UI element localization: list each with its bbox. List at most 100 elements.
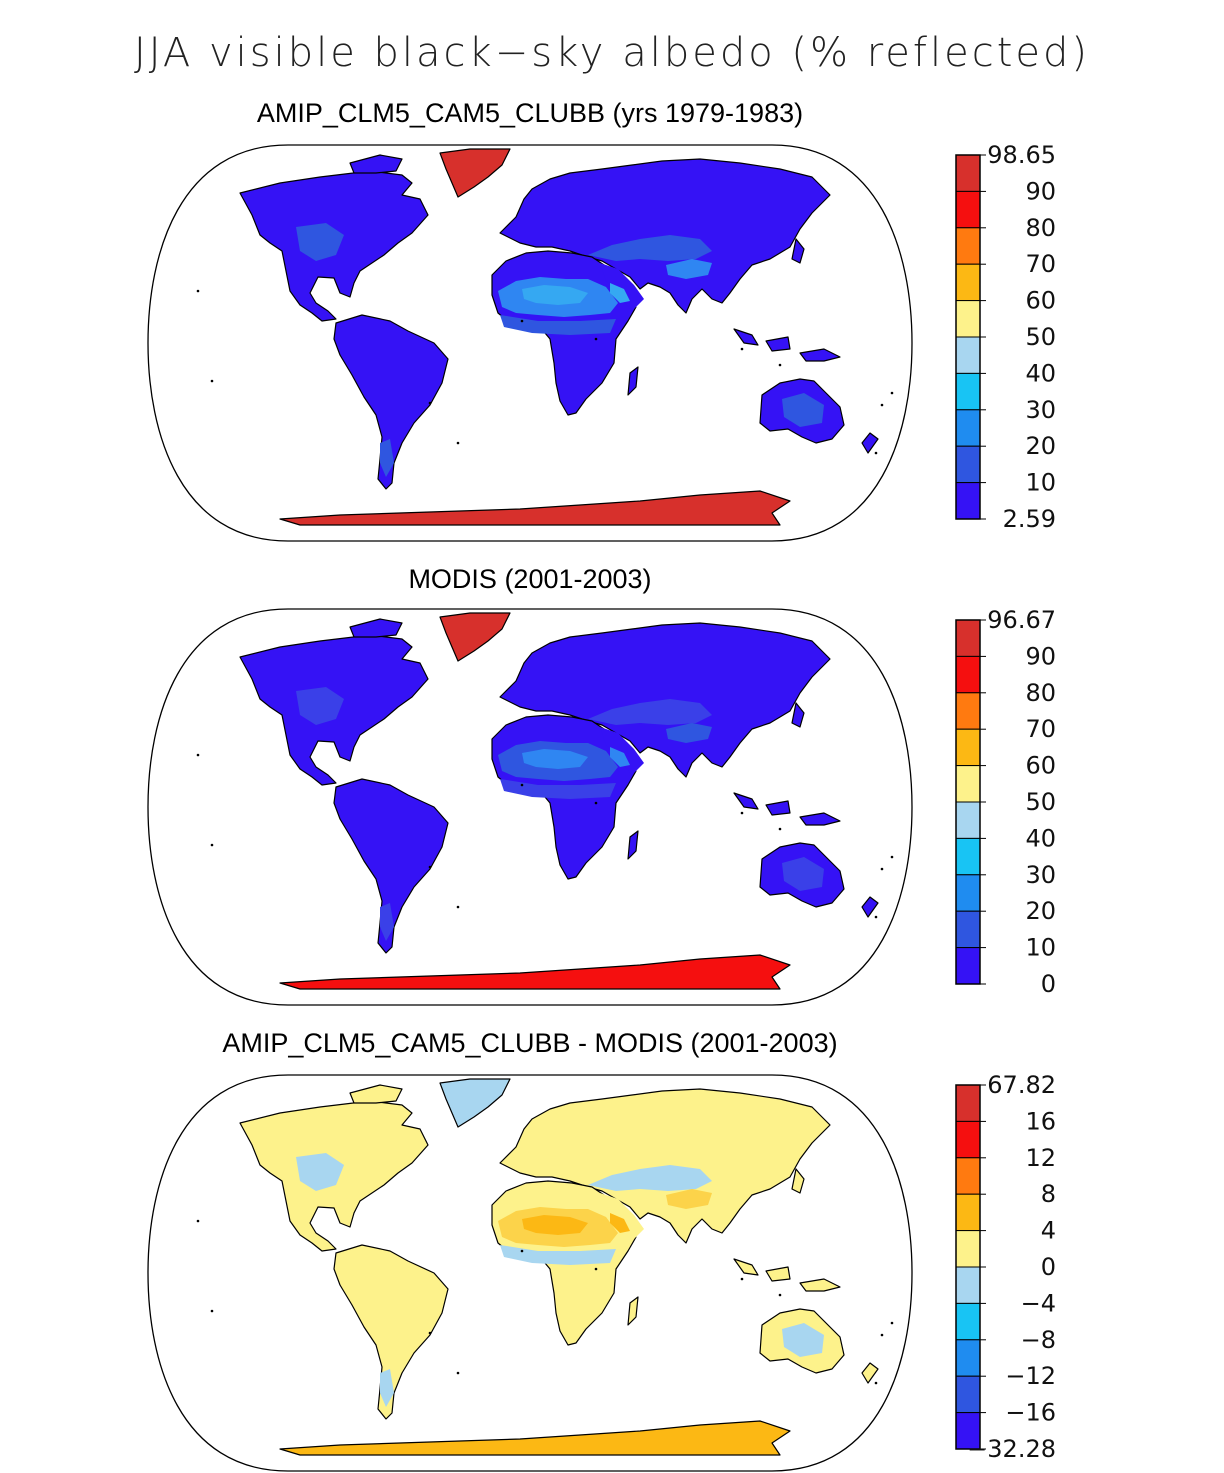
- land-layer: [239, 612, 879, 990]
- colorbar-tick-label: 20: [1025, 897, 1056, 925]
- colorbar-tick-label: 0: [1041, 970, 1056, 998]
- tibetan-plateau-region-fill: [666, 723, 712, 743]
- colorbar-panel-2: 96.67 90 80 70 60 50 40 30 20 10 0: [955, 606, 1056, 998]
- patagonia-region-fill: [380, 439, 394, 477]
- colorbar-tick-label: 60: [1025, 287, 1056, 315]
- antarctica-fill: [279, 1420, 791, 1456]
- colorbar-tick-label: 16: [1025, 1107, 1056, 1135]
- great-plains-region-fill: [296, 687, 344, 725]
- coastline-mark: [778, 827, 782, 831]
- new-zealand-fill: [861, 432, 879, 454]
- new-guinea-fill: [799, 1278, 841, 1292]
- coastline-mark: [428, 1331, 432, 1335]
- coastline-mark: [456, 441, 460, 445]
- canadian-arctic-islands-fill: [349, 1084, 403, 1104]
- coastline-mark: [890, 391, 894, 395]
- land-layer: [239, 1078, 879, 1456]
- colorbar-tick-label: 90: [1025, 642, 1056, 670]
- colorbar-swatch: [955, 154, 981, 192]
- colorbar-swatch: [955, 1230, 981, 1268]
- colorbar-tick-label: 10: [1025, 469, 1056, 497]
- colorbar-tick-label: 80: [1025, 679, 1056, 707]
- colorbar-swatch: [955, 336, 981, 374]
- central-asia-region-fill: [588, 1165, 712, 1191]
- colorbar-tick-label: 0: [1041, 1253, 1056, 1281]
- colorbar-swatch: [955, 409, 981, 447]
- colorbar-panel-1: 98.65 90 80 70 60 50 40 30 20 10 2.59: [955, 141, 1056, 533]
- arabian-desert-region-fill: [610, 747, 630, 767]
- sahara-core-region-fill: [522, 1215, 588, 1235]
- colorbar-swatch: [955, 263, 981, 302]
- colorbar-tick-label: 10: [1025, 934, 1056, 962]
- coastline-mark: [428, 401, 432, 405]
- colorbar-tick-label: 50: [1025, 788, 1056, 816]
- map-panel-1: [147, 144, 913, 542]
- borneo-fill: [765, 1266, 791, 1282]
- colorbar-swatch: [955, 1193, 981, 1232]
- madagascar-fill: [627, 830, 639, 860]
- antarctica-fill: [279, 490, 791, 526]
- colorbar-swatch: [955, 300, 981, 338]
- colorbar-swatch: [955, 1120, 981, 1159]
- colorbar-swatch: [955, 728, 981, 767]
- australian-interior-region-fill: [782, 857, 824, 891]
- colorbar-tick-label: 2.59: [1003, 505, 1056, 533]
- map-panel-2: [147, 608, 913, 1006]
- colorbar-panel-3: 67.82 16 12 8 4 0 −4 −8 −12 −16 −32.28: [955, 1071, 1056, 1463]
- colorbar-tick-label: 40: [1025, 824, 1056, 852]
- coastline-mark: [594, 801, 598, 805]
- australian-interior-region-fill: [782, 393, 824, 427]
- panel-3-title: AMIP_CLM5_CAM5_CLUBB - MODIS (2001-2003): [222, 1028, 838, 1058]
- colorbar-tick-label: 8: [1041, 1180, 1056, 1208]
- coastline-mark: [874, 915, 878, 919]
- central-asia-region-fill: [588, 699, 712, 725]
- arabia-fill: [600, 263, 644, 311]
- arabia-fill: [600, 727, 644, 775]
- arabian-desert-region-fill: [610, 1213, 630, 1233]
- coastline-mark: [740, 1277, 744, 1281]
- new-guinea-fill: [799, 812, 841, 826]
- coastline-mark: [594, 337, 598, 341]
- antarctica-fill: [279, 954, 791, 990]
- coastline-mark: [880, 867, 884, 871]
- sumatra-fill: [733, 792, 759, 810]
- sumatra-fill: [733, 328, 759, 346]
- colorbar-tick-label: −8: [1021, 1326, 1056, 1354]
- colorbar-swatch: [955, 874, 981, 912]
- colorbar-swatch: [955, 692, 981, 730]
- borneo-fill: [765, 336, 791, 352]
- south-america-fill: [333, 314, 449, 490]
- patagonia-region-fill: [380, 903, 394, 941]
- coastline-mark: [880, 403, 884, 407]
- coastline-mark: [456, 1371, 460, 1375]
- coastline-mark: [196, 1219, 200, 1223]
- colorbar-tick-label: 30: [1025, 396, 1056, 424]
- figure-title: JJA visible black−sky albedo (% reflecte…: [134, 30, 1090, 76]
- tibetan-plateau-region-fill: [666, 1189, 712, 1209]
- colorbar-tick-label: 20: [1025, 432, 1056, 460]
- patagonia-region-fill: [380, 1369, 394, 1407]
- coastline-mark: [890, 855, 894, 859]
- colorbar-tick-label: 60: [1025, 752, 1056, 780]
- australian-interior-region-fill: [782, 1323, 824, 1357]
- japan-fill: [791, 238, 805, 264]
- coastline-mark: [196, 289, 200, 293]
- colorbar-swatch: [955, 910, 981, 949]
- colorbar-tick-label: 30: [1025, 861, 1056, 889]
- colorbar-swatch: [955, 1084, 981, 1122]
- colorbar-swatch: [955, 1157, 981, 1195]
- colorbar-swatch: [955, 190, 981, 229]
- coastline-mark: [778, 363, 782, 367]
- sumatra-fill: [733, 1258, 759, 1276]
- colorbar-swatch: [955, 837, 981, 876]
- south-america-fill: [333, 778, 449, 954]
- new-guinea-fill: [799, 348, 841, 362]
- colorbar-tick-label: 50: [1025, 323, 1056, 351]
- coastline-mark: [210, 843, 214, 847]
- colorbar-tick-label: 90: [1025, 177, 1056, 205]
- colorbar-swatch: [955, 1266, 981, 1304]
- japan-fill: [791, 702, 805, 728]
- coastline-mark: [210, 1309, 214, 1313]
- colorbar-tick-label: 70: [1025, 250, 1056, 278]
- coastline-mark: [520, 319, 524, 323]
